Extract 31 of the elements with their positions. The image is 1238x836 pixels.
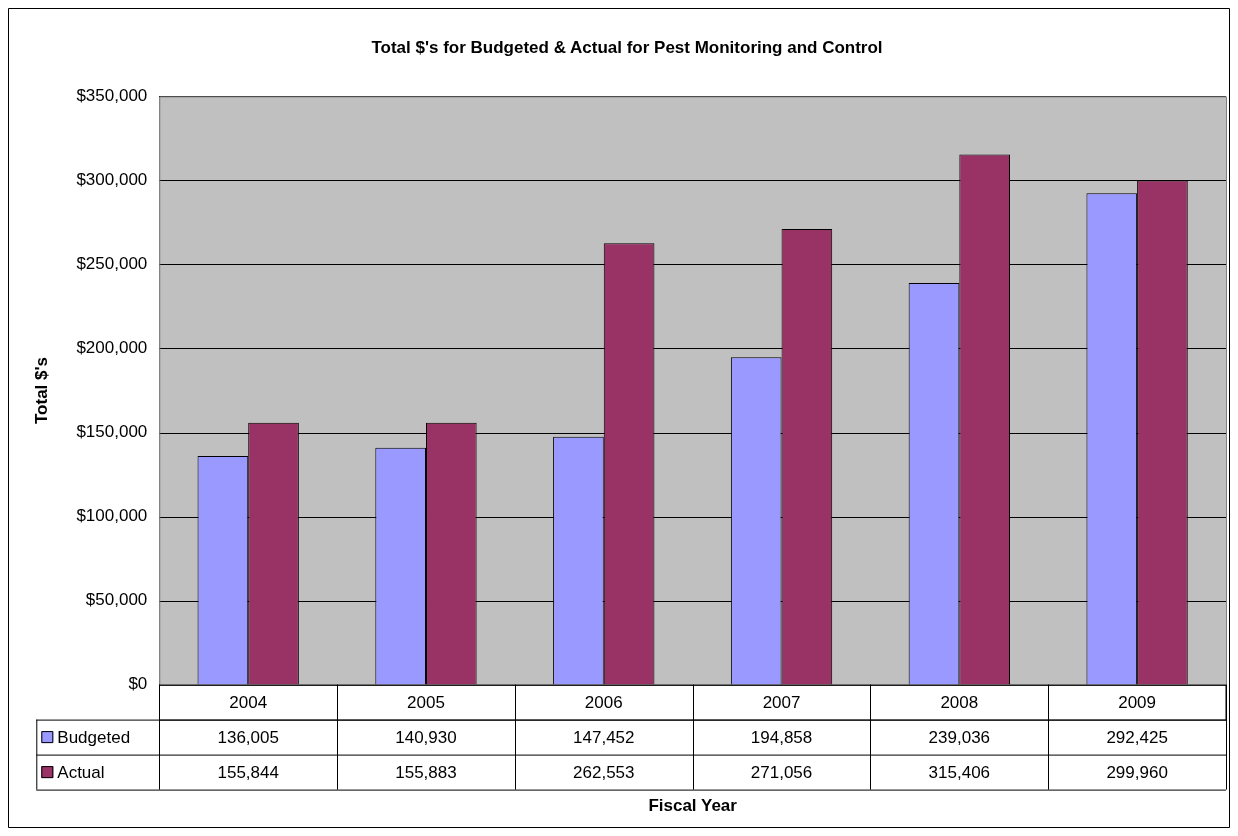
data-label: 315,406	[928, 762, 991, 782]
data-label: 271,056	[750, 762, 813, 782]
data-label: 155,883	[395, 762, 457, 782]
x-tick-label: 2004	[229, 693, 268, 713]
y-tick-label: $250,000	[76, 254, 148, 274]
legend-label: Actual	[57, 762, 105, 782]
data-label: 140,930	[395, 727, 457, 747]
x-tick-label: 2009	[1118, 693, 1157, 713]
x-tick-label: 2007	[762, 693, 801, 713]
y-tick-label: $50,000	[85, 590, 148, 610]
x-tick-label: 2005	[407, 693, 445, 713]
data-label: 239,036	[928, 727, 991, 747]
y-tick-label: $200,000	[76, 338, 148, 358]
legend-label: Budgeted	[57, 727, 131, 747]
data-label: 194,858	[750, 727, 813, 747]
data-label: 147,452	[573, 727, 635, 747]
y-tick-label: $300,000	[76, 170, 148, 190]
y-tick-label: $150,000	[76, 422, 148, 442]
data-label: 136,005	[217, 727, 279, 747]
x-tick-label: 2006	[584, 693, 623, 713]
data-label: 155,844	[217, 762, 279, 782]
x-axis-title: Fiscal Year	[648, 796, 738, 816]
y-tick-label: $350,000	[76, 86, 148, 106]
data-label: 292,425	[1106, 727, 1168, 747]
data-label: 299,960	[1106, 762, 1168, 782]
chart-title: Total $'s for Budgeted & Actual for Pest Monitoring and Control	[371, 37, 883, 57]
y-axis-title: Total $'s	[31, 356, 51, 425]
x-tick-label: 2008	[940, 693, 979, 713]
y-tick-label: $0	[128, 674, 148, 694]
y-tick-label: $100,000	[76, 506, 148, 526]
data-label: 262,553	[573, 762, 635, 782]
